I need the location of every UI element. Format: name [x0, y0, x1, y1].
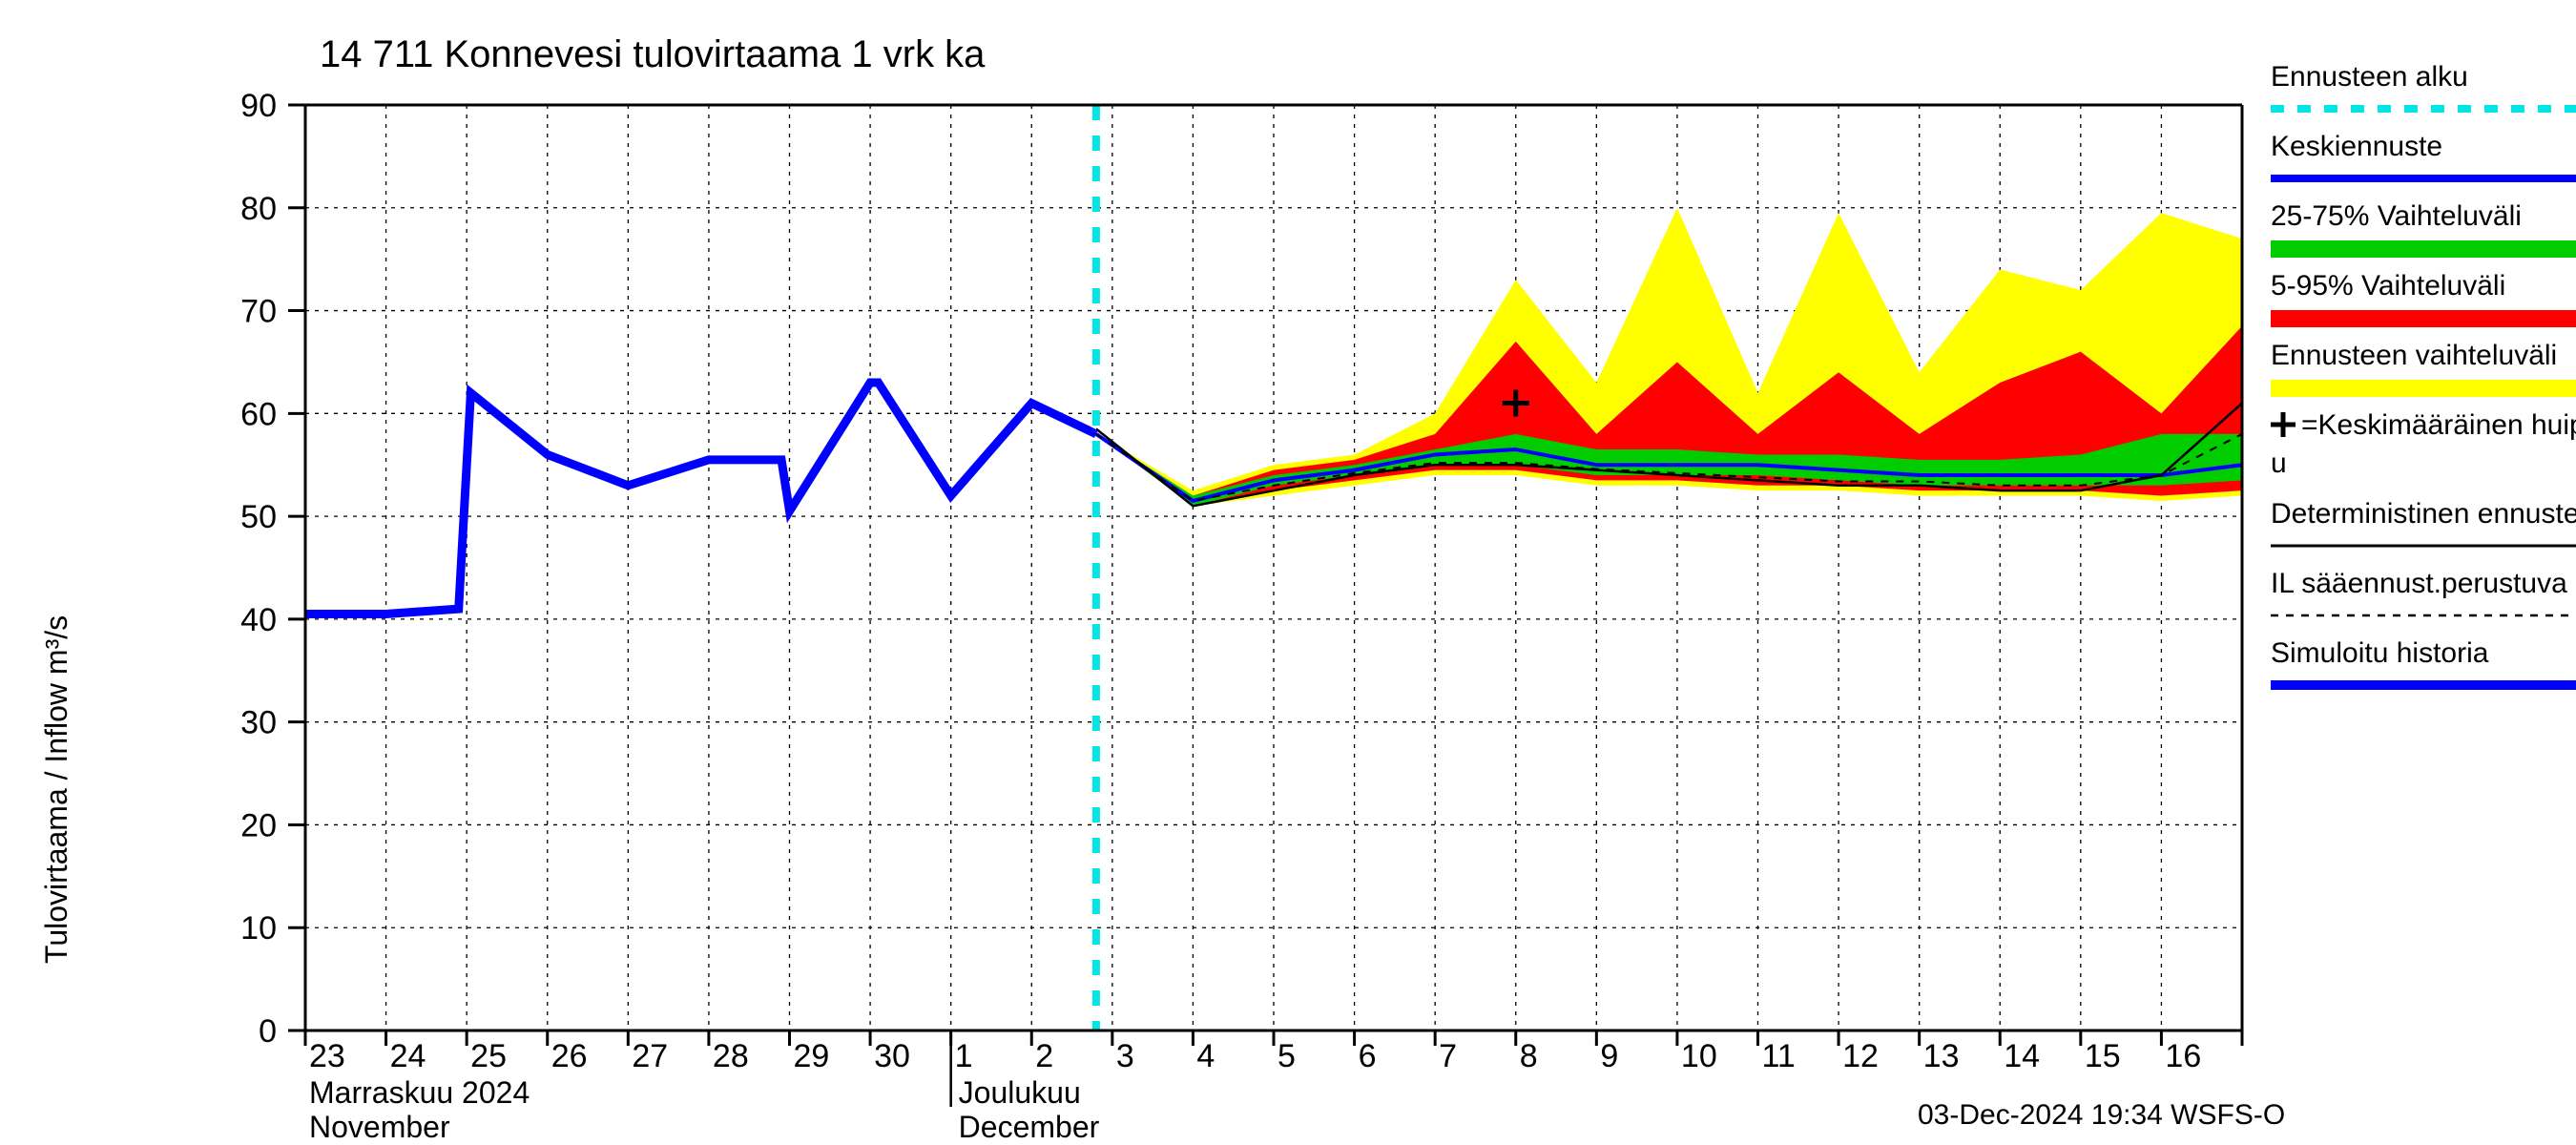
legend-label: 5-95% Vaihteluväli [2271, 270, 2505, 302]
xtick-label: 10 [1681, 1038, 1717, 1074]
legend-swatch [2271, 240, 2576, 258]
month-label: Joulukuu [959, 1075, 1081, 1110]
xtick-label: 4 [1196, 1038, 1215, 1074]
legend-label: Ennusteen alku [2271, 61, 2468, 93]
chart-title: 14 711 Konnevesi tulovirtaama 1 vrk ka [320, 33, 986, 75]
xtick-label: 29 [794, 1038, 830, 1074]
xtick-label: 15 [2085, 1038, 2121, 1074]
chart-svg: 0102030405060708090232425262728293012345… [0, 0, 2576, 1145]
xtick-label: 28 [713, 1038, 749, 1074]
xtick-label: 3 [1116, 1038, 1134, 1074]
xtick-label: 1 [955, 1038, 973, 1074]
ytick-label: 10 [240, 910, 277, 947]
xtick-label: 24 [390, 1038, 426, 1074]
xtick-label: 23 [309, 1038, 345, 1074]
ytick-label: 50 [240, 499, 277, 535]
ytick-label: 0 [259, 1013, 277, 1050]
ytick-label: 90 [240, 88, 277, 124]
xtick-label: 7 [1439, 1038, 1457, 1074]
month-label: Marraskuu 2024 [309, 1075, 530, 1110]
legend-swatch [2271, 380, 2576, 397]
xtick-label: 11 [1762, 1038, 1796, 1074]
xtick-label: 8 [1520, 1038, 1538, 1074]
legend-swatch [2271, 310, 2576, 327]
chart-stage: 0102030405060708090232425262728293012345… [0, 0, 2576, 1145]
legend-label: =Keskimääräinen huipp [2301, 409, 2576, 441]
xtick-label: 25 [470, 1038, 507, 1074]
legend-label: Simuloitu historia [2271, 637, 2489, 669]
ytick-label: 30 [240, 705, 277, 741]
footer-timestamp: 03-Dec-2024 19:34 WSFS-O [1918, 1099, 2285, 1131]
xtick-label: 6 [1359, 1038, 1377, 1074]
xtick-label: 12 [1842, 1038, 1879, 1074]
month-label: November [309, 1110, 450, 1144]
y-axis-label: Tulovirtaama / Inflow m³/s [39, 615, 73, 964]
legend-label: Keskiennuste [2271, 131, 2442, 162]
ytick-label: 20 [240, 807, 277, 843]
legend-label: Deterministinen ennuste [2271, 498, 2576, 530]
legend-label: u [2271, 448, 2287, 479]
xtick-label: 26 [551, 1038, 588, 1074]
xtick-label: 13 [1923, 1038, 1960, 1074]
legend-label: 25-75% Vaihteluväli [2271, 200, 2522, 232]
xtick-label: 5 [1278, 1038, 1296, 1074]
xtick-label: 14 [2004, 1038, 2040, 1074]
ytick-label: 80 [240, 191, 277, 227]
xtick-label: 2 [1035, 1038, 1053, 1074]
month-label: December [959, 1110, 1100, 1144]
ytick-label: 70 [240, 294, 277, 330]
xtick-label: 9 [1600, 1038, 1618, 1074]
legend-label: IL sääennust.perustuva [2271, 568, 2567, 599]
ytick-label: 60 [240, 396, 277, 432]
xtick-label: 27 [632, 1038, 668, 1074]
xtick-label: 30 [874, 1038, 910, 1074]
xtick-label: 16 [2165, 1038, 2201, 1074]
legend-label: Ennusteen vaihteluväli [2271, 340, 2557, 371]
ytick-label: 40 [240, 602, 277, 638]
